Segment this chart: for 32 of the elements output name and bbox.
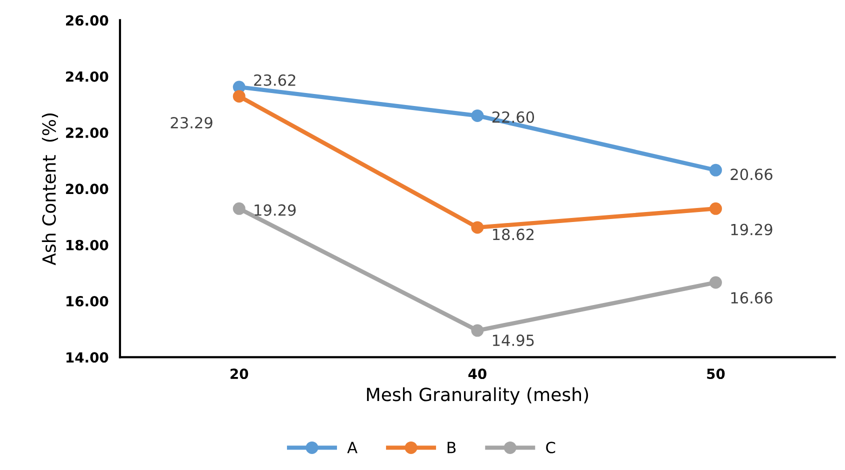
y-tick-label: 22.00 (66, 128, 108, 138)
data-label: 19.29 (254, 204, 296, 216)
data-label: 23.62 (254, 74, 296, 86)
x-tick-label: 50 (707, 368, 725, 380)
point (709, 202, 722, 215)
data-label: 16.66 (731, 292, 772, 304)
x-tick-label: 40 (468, 368, 486, 380)
data-label: 14.95 (492, 334, 534, 346)
legend-label: C (546, 442, 556, 454)
data-label: 18.62 (492, 228, 534, 240)
x-tick-label: 20 (230, 368, 248, 380)
y-tick-label: 18.00 (66, 240, 108, 250)
data-label: 19.29 (731, 224, 772, 236)
data-label: 23.29 (170, 116, 212, 129)
y-tick-label: 16.00 (66, 296, 108, 307)
point (471, 324, 484, 337)
y-tick-label: 14.00 (66, 352, 108, 363)
y-tick-label: 26.00 (66, 15, 108, 26)
point (471, 221, 484, 234)
point (232, 202, 246, 215)
data-label: 22.60 (492, 111, 534, 123)
legend-label: B (448, 442, 456, 454)
data-label: 20.66 (730, 168, 772, 180)
point (471, 109, 484, 122)
y-axis-title: Ash Content (%) (42, 114, 58, 266)
point (709, 164, 722, 176)
point (709, 276, 722, 289)
x-axis-title: Mesh Granurality (mesh) (367, 387, 588, 405)
y-tick-label: 20.00 (66, 184, 108, 194)
y-tick-label: 24.00 (66, 71, 108, 82)
point (232, 90, 246, 103)
legend-label: A (347, 442, 358, 454)
